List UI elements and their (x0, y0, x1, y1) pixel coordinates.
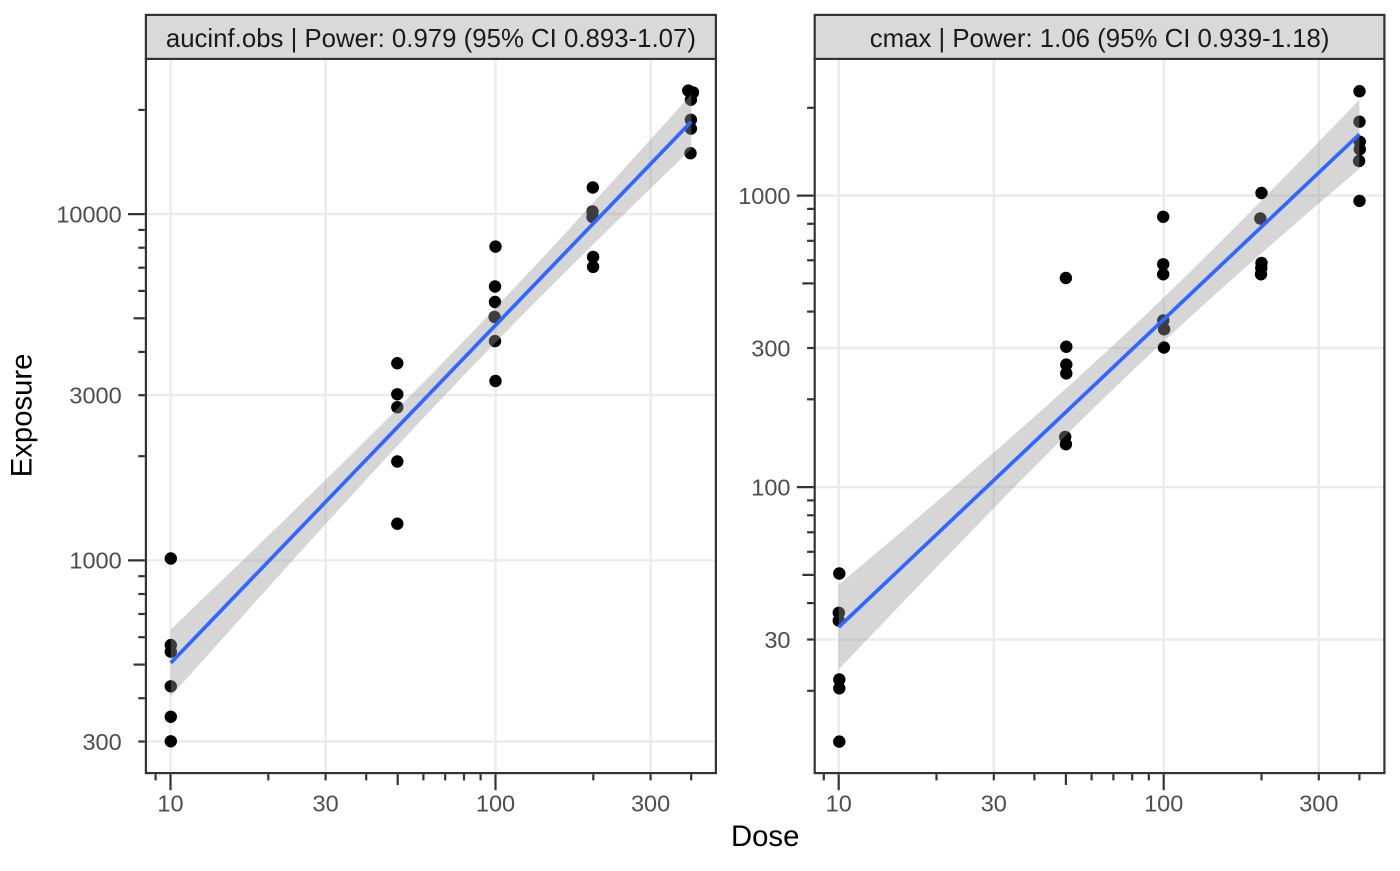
svg-text:100: 100 (476, 790, 515, 816)
svg-text:300: 300 (1299, 790, 1338, 816)
svg-text:30: 30 (981, 790, 1007, 816)
svg-text:cmax | Power: 1.06 (95% CI 0.9: cmax | Power: 1.06 (95% CI 0.939-1.18) (870, 25, 1330, 53)
svg-text:30: 30 (313, 790, 339, 816)
svg-text:10: 10 (826, 790, 852, 816)
svg-text:300: 300 (631, 790, 670, 816)
svg-text:1000: 1000 (69, 548, 121, 574)
svg-text:10: 10 (157, 790, 183, 816)
svg-text:aucinf.obs | Power: 0.979 (95%: aucinf.obs | Power: 0.979 (95% CI 0.893-… (166, 25, 696, 53)
svg-text:30: 30 (764, 627, 790, 653)
svg-text:300: 300 (82, 729, 121, 755)
svg-text:100: 100 (751, 474, 790, 500)
svg-text:Dose: Dose (731, 820, 799, 853)
svg-text:3000: 3000 (69, 383, 121, 409)
svg-text:100: 100 (1144, 790, 1183, 816)
svg-text:Exposure: Exposure (6, 354, 39, 478)
svg-text:10000: 10000 (56, 201, 121, 227)
svg-text:1000: 1000 (738, 183, 790, 209)
svg-text:300: 300 (751, 335, 790, 361)
